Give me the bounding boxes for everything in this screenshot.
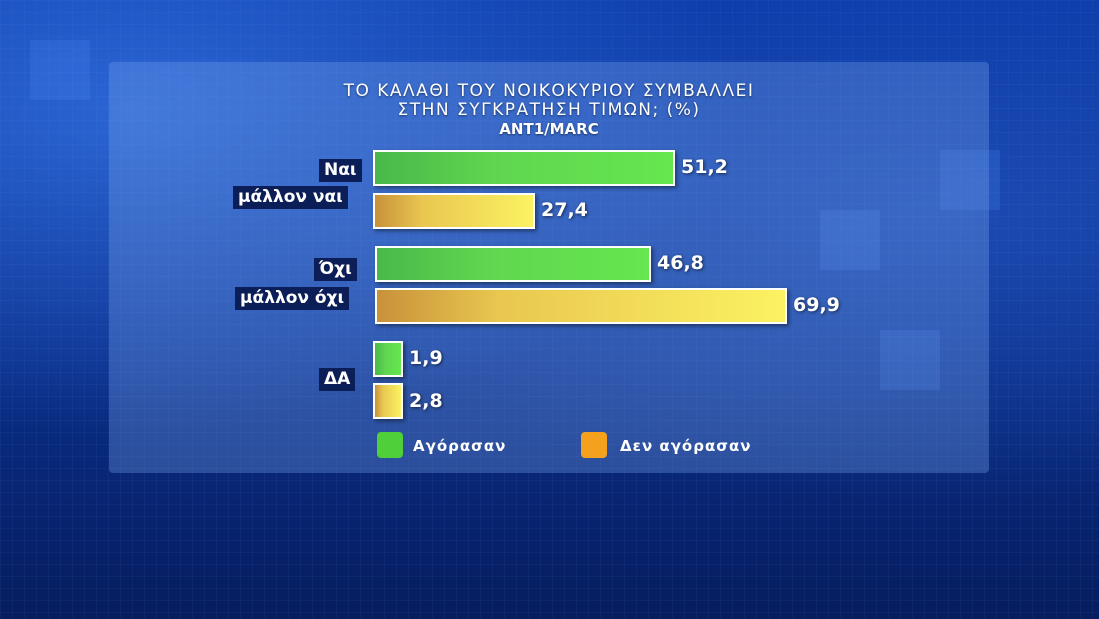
background-tile xyxy=(820,210,880,270)
background-tile xyxy=(940,150,1000,210)
legend-label-bought: Αγόρασαν xyxy=(413,437,507,455)
chart-source: ANT1/MARC xyxy=(499,120,599,138)
category-label-no-line-1: Όχι xyxy=(314,258,357,281)
value-label-not-bought-no: 69,9 xyxy=(793,294,840,316)
bar-not-bought-yes xyxy=(373,193,535,229)
bar-not-bought-dk xyxy=(373,383,403,419)
chart-title-line-1: ΤΟ ΚΑΛΑΘΙ ΤΟΥ ΝΟΙΚΟΚΥΡΙΟΥ ΣΥΜΒΑΛΛΕΙ xyxy=(343,81,755,101)
chart-title-line-2: ΣΤΗΝ ΣΥΓΚΡΑΤΗΣΗ ΤΙΜΩΝ; (%) xyxy=(397,100,701,120)
background-tile xyxy=(30,40,90,100)
legend-label-not-bought: Δεν αγόρασαν xyxy=(620,437,752,455)
bar-not-bought-no xyxy=(375,288,787,324)
category-label-yes-line-2: μάλλον ναι xyxy=(233,186,348,209)
category-label-yes-line-1: Ναι xyxy=(319,159,362,182)
value-label-bought-no: 46,8 xyxy=(657,252,704,274)
bar-bought-dk xyxy=(373,341,403,377)
category-label-dk: ΔΑ xyxy=(319,368,356,391)
value-label-bought-dk: 1,9 xyxy=(409,347,443,369)
value-label-not-bought-dk: 2,8 xyxy=(409,390,443,412)
legend-swatch-bought xyxy=(377,432,403,458)
category-label-no-line-2: μάλλον όχι xyxy=(235,287,350,310)
value-label-not-bought-yes: 27,4 xyxy=(541,199,588,221)
background-tile xyxy=(880,330,940,390)
bar-bought-yes xyxy=(373,150,675,186)
value-label-bought-yes: 51,2 xyxy=(681,156,728,178)
bar-bought-no xyxy=(375,246,651,282)
legend-swatch-not-bought xyxy=(581,432,607,458)
chart-header: ΤΟ ΚΑΛΑΘΙ ΤΟΥ ΝΟΙΚΟΚΥΡΙΟΥ ΣΥΜΒΑΛΛΕΙ ΣΤΗΝ… xyxy=(109,81,989,139)
